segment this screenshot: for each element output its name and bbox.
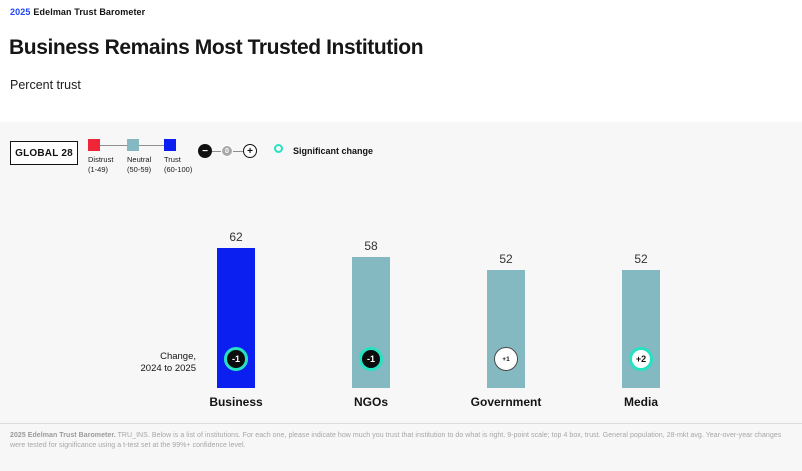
bar-group-government: 52 +1 Government (471, 122, 542, 422)
bar-group-ngos: 58 -1 NGOs (352, 122, 390, 422)
bar-value-label: 58 (364, 239, 378, 253)
zero-icon[interactable]: 0 (221, 145, 233, 157)
brand-year: 2025 (10, 7, 31, 17)
source-footnote: 2025 Edelman Trust Barometer. TRU_INS. B… (10, 431, 794, 450)
bar-category-label: NGOs (353, 395, 388, 409)
distrust-label: Distrust (1-49) (88, 155, 114, 174)
bar-category-label: Government (470, 395, 542, 409)
change-badge: +1 (494, 347, 518, 371)
distrust-swatch-icon (88, 139, 100, 151)
footnote-text: TRU_INS. Below is a list of institutions… (10, 432, 782, 449)
bar-group-business: 62 -1 Business (209, 122, 262, 422)
change-note: Change, 2024 to 2025 (140, 351, 196, 374)
change-badge: -1 (224, 347, 248, 371)
brand-name: Edelman Trust Barometer (33, 7, 146, 17)
footer-divider (0, 423, 802, 424)
significant-change-icon (274, 144, 283, 153)
footnote-lead: 2025 Edelman Trust Barometer. (10, 432, 116, 439)
bar-group-media: 52 +2 Media (622, 122, 660, 422)
bar-value-label: 52 (499, 252, 513, 266)
change-badge: +2 (629, 347, 653, 371)
neutral-label: Neutral (50-59) (127, 155, 152, 174)
trust-swatch-icon (164, 139, 176, 151)
page-subtitle: Percent trust (10, 78, 81, 92)
neutral-swatch-icon (127, 139, 139, 151)
trust-label: Trust (60-100) (164, 155, 193, 174)
bar-value-label: 62 (229, 230, 243, 244)
plus-icon[interactable]: + (243, 144, 257, 158)
bar-value-label: 52 (634, 252, 648, 266)
chart-panel: GLOBAL 28 Distrust (1-49) Neutral (50-59) … (0, 122, 802, 471)
bar-category-label: Media (623, 395, 658, 409)
scope-chip-global-28[interactable]: GLOBAL 28 (10, 141, 78, 165)
brand-logo: 2025 Edelman Trust Barometer (10, 7, 145, 17)
minus-icon[interactable]: − (198, 144, 212, 158)
change-badge: -1 (359, 347, 383, 371)
bar-category-label: Business (209, 395, 263, 409)
significant-change-label: Significant change (293, 146, 374, 156)
page-title: Business Remains Most Trusted Institutio… (9, 36, 424, 59)
